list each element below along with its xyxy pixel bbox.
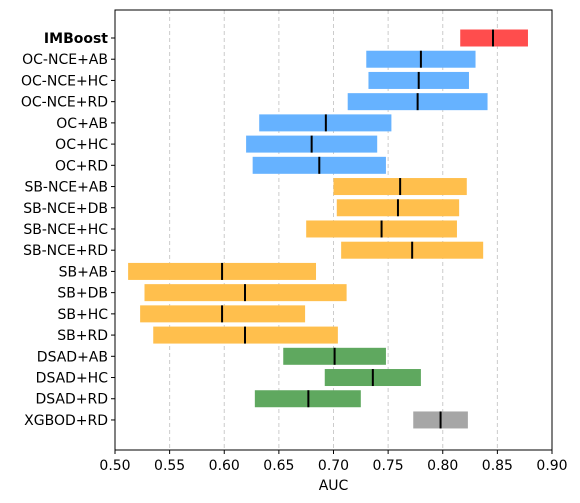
x-tick-label: 0.60	[209, 458, 240, 474]
x-tick-label: 0.90	[536, 458, 567, 474]
y-tick-label: SB+HC	[57, 307, 108, 323]
y-tick-label: DSAD+RD	[35, 392, 108, 408]
x-tick-label: 0.70	[318, 458, 349, 474]
y-tick-label: SB+AB	[59, 264, 108, 280]
x-tick-label: 0.50	[99, 458, 130, 474]
y-tick-label: SB+DB	[57, 286, 108, 302]
y-tick-label: XGBOD+RD	[24, 413, 108, 429]
y-tick-label: DSAD+AB	[37, 349, 108, 365]
y-tick-labels: IMBoost OC-NCE+AB OC-NCE+HC OC-NCE+RD OC+AB O…	[21, 31, 115, 429]
y-tick-label: OC+AB	[56, 116, 108, 132]
bar-series	[128, 29, 528, 429]
x-tick-label: 0.75	[373, 458, 404, 474]
y-tick-label: OC+HC	[55, 137, 108, 153]
y-tick-label: DSAD+HC	[36, 371, 109, 387]
plot-frame	[114, 9, 553, 451]
y-tick-label: SB+RD	[57, 328, 108, 344]
bar	[460, 29, 528, 47]
x-tick-label: 0.55	[154, 458, 185, 474]
y-tick-label: SB-NCE+DB	[23, 201, 108, 217]
y-tick-label: OC-NCE+HC	[21, 73, 108, 89]
x-tick-label: 0.85	[482, 458, 513, 474]
y-tick-label: SB-NCE+AB	[24, 180, 108, 196]
x-tick-labels: 0.50 0.55 0.60 0.65 0.70 0.75 0.80 0.85 0.90	[99, 450, 568, 474]
y-tick-label: SB-NCE+HC	[23, 222, 108, 238]
x-tick-label: 0.65	[263, 458, 294, 474]
x-tick-label: 0.80	[427, 458, 458, 474]
y-tick-label: OC-NCE+RD	[21, 95, 108, 111]
x-axis-label: AUC	[319, 478, 349, 494]
y-tick-label: OC+RD	[55, 158, 108, 174]
y-tick-label: OC-NCE+AB	[22, 52, 108, 68]
y-tick-label: SB-NCE+RD	[23, 243, 108, 259]
y-tick-label: IMBoost	[44, 31, 108, 47]
